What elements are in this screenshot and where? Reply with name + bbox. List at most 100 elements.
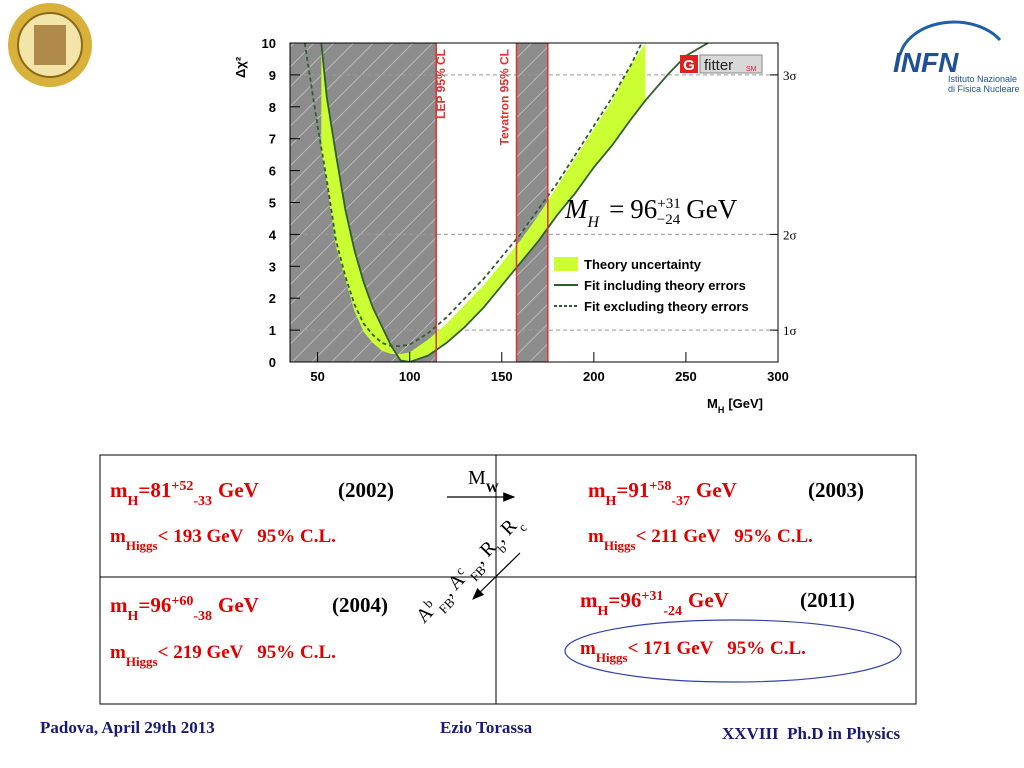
uncertainty-band (321, 43, 646, 362)
mass-limit: mHiggs< 211 GeV 95% C.L. (588, 526, 813, 553)
infn-name: INFN (893, 47, 959, 78)
x-tick-label: 100 (399, 369, 421, 384)
y-tick-label: 8 (269, 100, 276, 115)
superscript: +52 (171, 479, 193, 494)
logo-box (699, 54, 763, 74)
superscript: +60 (171, 594, 193, 609)
limit: < 193 GeV 95% C.L. (158, 526, 336, 547)
infn-line: di Fisica Nucleare (948, 84, 1020, 94)
value: 96 (630, 194, 657, 224)
y-axis-label: Δχ² (233, 56, 248, 78)
university-seal (8, 3, 92, 87)
y-tick-label: 4 (269, 227, 277, 242)
subscript: H (587, 214, 601, 231)
minus: −24 (657, 212, 681, 228)
unit: GeV (688, 588, 729, 612)
limit: < 171 GeV 95% C.L. (628, 638, 806, 659)
subscript: Higgs (126, 538, 158, 553)
subscript: Higgs (126, 654, 158, 669)
y-tick-label: 0 (269, 355, 276, 370)
symbol: M (468, 467, 486, 489)
x-tick-label: 300 (767, 369, 789, 384)
mass-limit: mHiggs< 171 GeV 95% C.L. (580, 638, 806, 665)
symbol: m (110, 526, 126, 547)
value: =91 (616, 478, 649, 502)
subscript: H (718, 405, 725, 415)
arrow (472, 552, 521, 600)
symbol: m (110, 642, 126, 663)
mass-estimate: mH=96+31-24 GeV (580, 588, 729, 619)
x-tick-label: 250 (675, 369, 697, 384)
logo-name: fitter (704, 57, 733, 74)
superscript: +58 (649, 479, 671, 494)
footer-center: Ezio Torassa (440, 718, 533, 737)
plot-area (290, 43, 778, 362)
subscript: -33 (193, 494, 212, 509)
footer-right: XXVIII Ph.D in Physics (722, 724, 900, 743)
equals: = (609, 194, 624, 224)
y-tick-label: 7 (269, 132, 276, 147)
year: (2003) (808, 478, 864, 502)
subscript: -37 (671, 494, 690, 509)
mass-limit: mHiggs< 193 GeV 95% C.L. (110, 526, 336, 553)
mass-estimate: mH=91+58-37 GeV (588, 478, 737, 509)
subscript: H (128, 494, 139, 509)
chart: LEP 95% CL Tevatron 95% CL 0 1 2 3 4 5 6 7 8 9 10 50 1… (233, 36, 797, 415)
table-cells: mH=81+52-33 GeV (2002)mHiggs< 193 GeV 95% … (110, 478, 864, 669)
x-tick-label: 200 (583, 369, 605, 384)
mass-estimate: mH=81+52-33 GeV (110, 478, 259, 509)
region-label: Tevatron 95% CL (498, 49, 512, 145)
subscript: Higgs (604, 538, 636, 553)
y-tick-label: 2 (269, 291, 276, 306)
year: (2002) (338, 478, 394, 502)
subscript: W (486, 480, 499, 495)
subscript: H (128, 609, 139, 624)
fit-line (320, 43, 709, 362)
y2-tick-label: 1σ (783, 323, 797, 338)
subscript: H (598, 604, 609, 619)
value: =81 (138, 478, 171, 502)
symbol: m (588, 478, 606, 502)
symbol: m (110, 478, 128, 502)
symbol: m (588, 526, 604, 547)
limit: < 211 GeV 95% C.L. (636, 526, 813, 547)
symbol: M (707, 396, 718, 411)
table-frame (99, 454, 917, 705)
y-tick-label: 5 (269, 196, 276, 211)
unit: GeV (218, 593, 259, 617)
x-tick-label: 50 (310, 369, 324, 384)
subscript: -38 (193, 609, 212, 624)
unit: [GeV] (728, 396, 763, 411)
subscript: H (606, 494, 617, 509)
value: =96 (138, 593, 171, 617)
limit: < 219 GeV 95% C.L. (158, 642, 336, 663)
mass-estimate: mH=96+60-38 GeV (110, 593, 259, 624)
y2-tick-label: 3σ (783, 68, 797, 83)
symbol: m (580, 638, 596, 659)
legend-label: Fit including theory errors (584, 278, 746, 293)
symbol: , R (489, 515, 521, 548)
observables-label: AbFB, AcFB, Rb, Rc (410, 509, 530, 631)
y2-tick-label: 2σ (783, 227, 797, 242)
value: =96 (608, 588, 641, 612)
mass-limit: mHiggs< 219 GeV 95% C.L. (110, 642, 336, 669)
excluded-region (516, 43, 548, 362)
superscript: +31 (641, 589, 663, 604)
symbol: m (580, 588, 598, 612)
logo-letter: G (683, 57, 695, 74)
symbol: m (110, 593, 128, 617)
region-label: LEP 95% CL (434, 49, 448, 119)
infn-line: Istituto Nazionale (948, 74, 1017, 84)
year: (2004) (332, 593, 388, 617)
subscript: -24 (663, 604, 682, 619)
legend-label: Theory uncertainty (584, 257, 702, 272)
y-tick-label: 10 (262, 36, 276, 51)
footer-left: Padova, April 29th 2013 (40, 718, 215, 737)
legend-swatch (554, 257, 578, 271)
result: MH = 96+31 −24 GeV (564, 194, 738, 231)
symbol: M (564, 194, 589, 224)
highlight-ellipse (564, 619, 902, 683)
plus: +31 (657, 196, 680, 212)
year: (2011) (800, 588, 855, 612)
